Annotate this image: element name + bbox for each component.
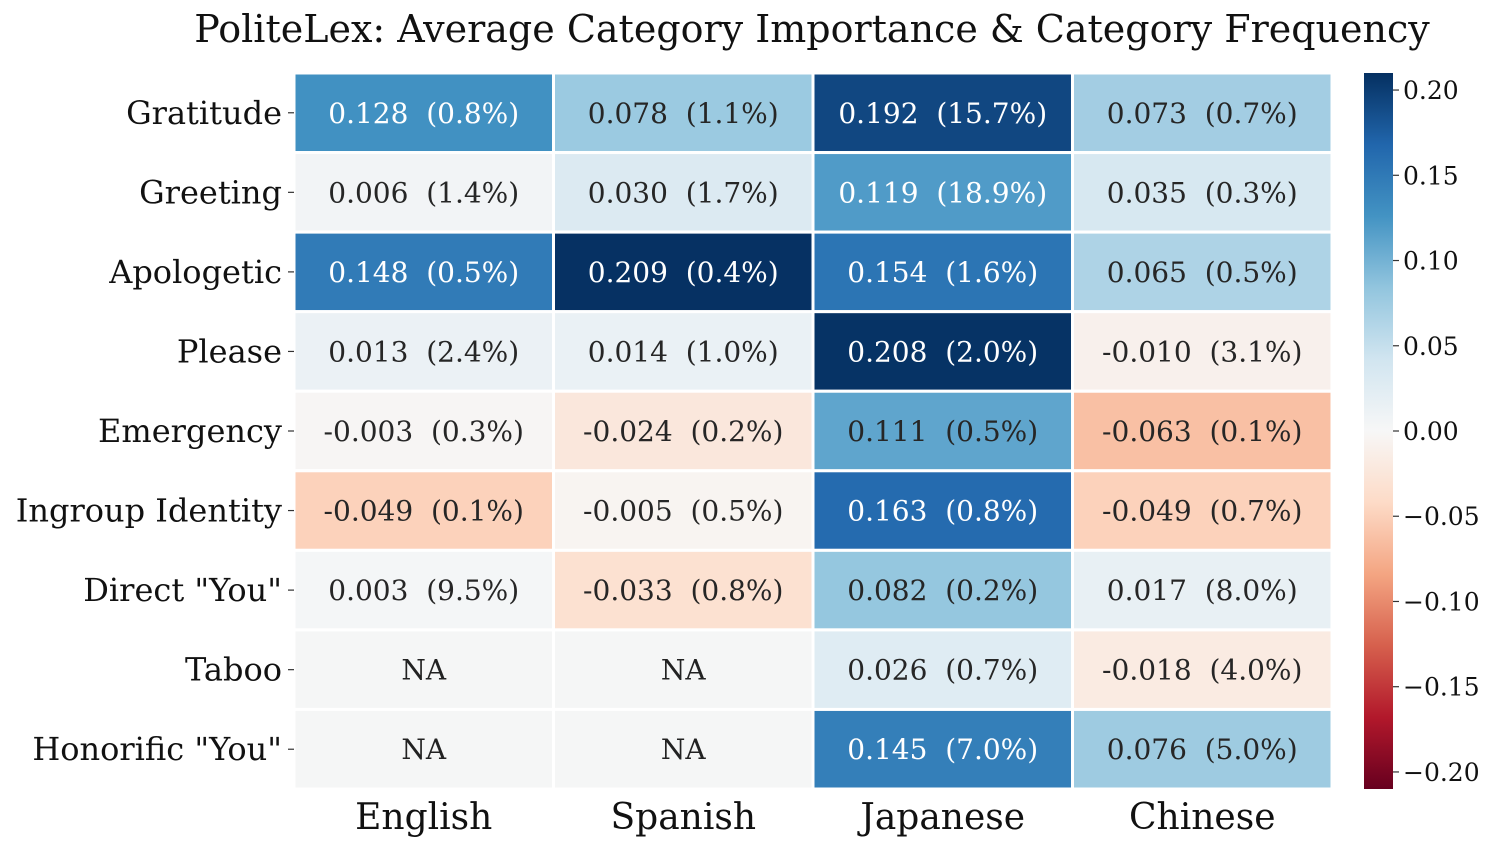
cell-label: -0.049 (0.7%)	[1102, 495, 1302, 528]
cell-label: 0.073 (0.7%)	[1107, 97, 1298, 130]
colorbar-ticks: 0.20 0.15 0.10 0.05 0.00 −0.05 −0.10 −0.15 −0.20	[1393, 76, 1480, 787]
cell-label: -0.010 (3.1%)	[1102, 335, 1302, 368]
column-label: English	[355, 797, 492, 838]
cell-label: 0.163 (0.8%)	[847, 495, 1038, 528]
heatmap-cell	[1071, 151, 1334, 234]
cell-label: 0.145 (7.0%)	[847, 733, 1038, 766]
heatmap-cell	[811, 707, 1074, 791]
colorbar-tick-label: 0.20	[1403, 76, 1459, 105]
cell-label: -0.033 (0.8%)	[583, 574, 783, 607]
row-label: Emergency	[98, 412, 282, 450]
cell-label: 0.119 (18.9%)	[838, 176, 1047, 209]
cell-label: 0.111 (0.5%)	[847, 415, 1038, 448]
heatmap-cell	[552, 151, 815, 234]
cell-label: 0.013 (2.4%)	[328, 335, 519, 368]
row-label: Direct "You"	[83, 571, 282, 609]
column-label: Spanish	[610, 797, 756, 838]
colorbar-tick-label: 0.05	[1403, 332, 1459, 361]
cell-label: -0.018 (4.0%)	[1102, 654, 1302, 687]
cell-label: -0.063 (0.1%)	[1102, 415, 1302, 448]
cell-label: 0.148 (0.5%)	[328, 256, 519, 289]
cell-label: 0.076 (5.0%)	[1107, 733, 1298, 766]
heatmap-cell	[1071, 707, 1334, 791]
heatmap-cell	[811, 548, 1074, 632]
heatmap-cells: 0.128 (0.8%) 0.078 (1.1%) 0.192 (15.7%) 0.0…	[292, 71, 1334, 791]
heatmap-cell	[1071, 469, 1334, 552]
row-label: Taboo	[185, 651, 282, 689]
cell-label: 0.026 (0.7%)	[847, 654, 1038, 687]
column-label: Japanese	[856, 797, 1025, 838]
column-labels: English Spanish Japanese Chinese	[355, 797, 1275, 838]
row-label: Ingroup Identity	[16, 492, 282, 530]
column-label: Chinese	[1129, 797, 1276, 838]
cell-label: NA	[661, 733, 707, 766]
heatmap-cell	[552, 310, 815, 393]
cell-label: -0.049 (0.1%)	[324, 495, 524, 528]
cell-label: 0.065 (0.5%)	[1107, 256, 1298, 289]
colorbar-tick-label: −0.20	[1403, 758, 1480, 787]
colorbar-tick-label: 0.00	[1403, 417, 1459, 446]
cell-label: NA	[401, 733, 447, 766]
row-label: Greeting	[139, 173, 282, 211]
colorbar: 0.20 0.15 0.10 0.05 0.00 −0.05 −0.10 −0.15 −0.20	[1364, 73, 1480, 789]
chart-title: PoliteLex: Average Category Importance &…	[194, 7, 1430, 51]
cell-label: NA	[401, 654, 447, 687]
heatmap-cell	[552, 71, 815, 155]
heatmap-cell	[1071, 389, 1334, 473]
cell-label: -0.005 (0.5%)	[583, 495, 783, 528]
cell-label: 0.030 (1.7%)	[588, 176, 779, 209]
cell-label: 0.154 (1.6%)	[847, 256, 1038, 289]
row-label: Honorific "You"	[32, 730, 282, 768]
cell-label: 0.078 (1.1%)	[588, 97, 779, 130]
cell-label: 0.014 (1.0%)	[588, 335, 779, 368]
colorbar-tick-label: −0.10	[1403, 587, 1480, 616]
heatmap-cell	[1071, 310, 1334, 393]
cell-label: 0.035 (0.3%)	[1107, 176, 1298, 209]
heatmap-cell	[292, 628, 555, 711]
cell-label: 0.209 (0.4%)	[588, 256, 779, 289]
cell-label: 0.017 (8.0%)	[1107, 574, 1298, 607]
colorbar-tick-label: 0.10	[1403, 247, 1459, 276]
colorbar-gradient	[1364, 73, 1393, 789]
heatmap-cell	[811, 628, 1074, 711]
cell-label: 0.128 (0.8%)	[328, 97, 519, 130]
colorbar-tick-label: −0.15	[1403, 673, 1480, 702]
cell-label: 0.003 (9.5%)	[328, 574, 519, 607]
colorbar-tick-label: 0.15	[1403, 161, 1459, 190]
row-label: Gratitude	[126, 94, 282, 132]
heatmap-cell	[1071, 548, 1334, 632]
heatmap-cell	[292, 469, 555, 552]
heatmap-cell	[1071, 230, 1334, 314]
row-label: Please	[177, 332, 282, 370]
colorbar-tick-label: −0.05	[1403, 502, 1480, 531]
heatmap-cell	[1071, 71, 1334, 155]
cell-label: 0.208 (2.0%)	[847, 335, 1038, 368]
cell-label: -0.024 (0.2%)	[583, 415, 783, 448]
heatmap-cell	[552, 230, 815, 314]
heatmap-cell	[811, 389, 1074, 473]
row-labels: Gratitude Greeting Apologetic Please Emergen…	[16, 94, 294, 768]
cell-label: 0.192 (15.7%)	[838, 97, 1047, 130]
heatmap-cell	[552, 469, 815, 552]
cell-label: -0.003 (0.3%)	[324, 415, 524, 448]
heatmap-cell	[552, 389, 815, 473]
heatmap-cell	[811, 469, 1074, 552]
cell-label: 0.082 (0.2%)	[847, 574, 1038, 607]
heatmap-cell	[552, 707, 815, 791]
cell-label: NA	[661, 654, 707, 687]
cell-label: 0.006 (1.4%)	[328, 176, 519, 209]
row-label: Apologetic	[108, 253, 282, 291]
